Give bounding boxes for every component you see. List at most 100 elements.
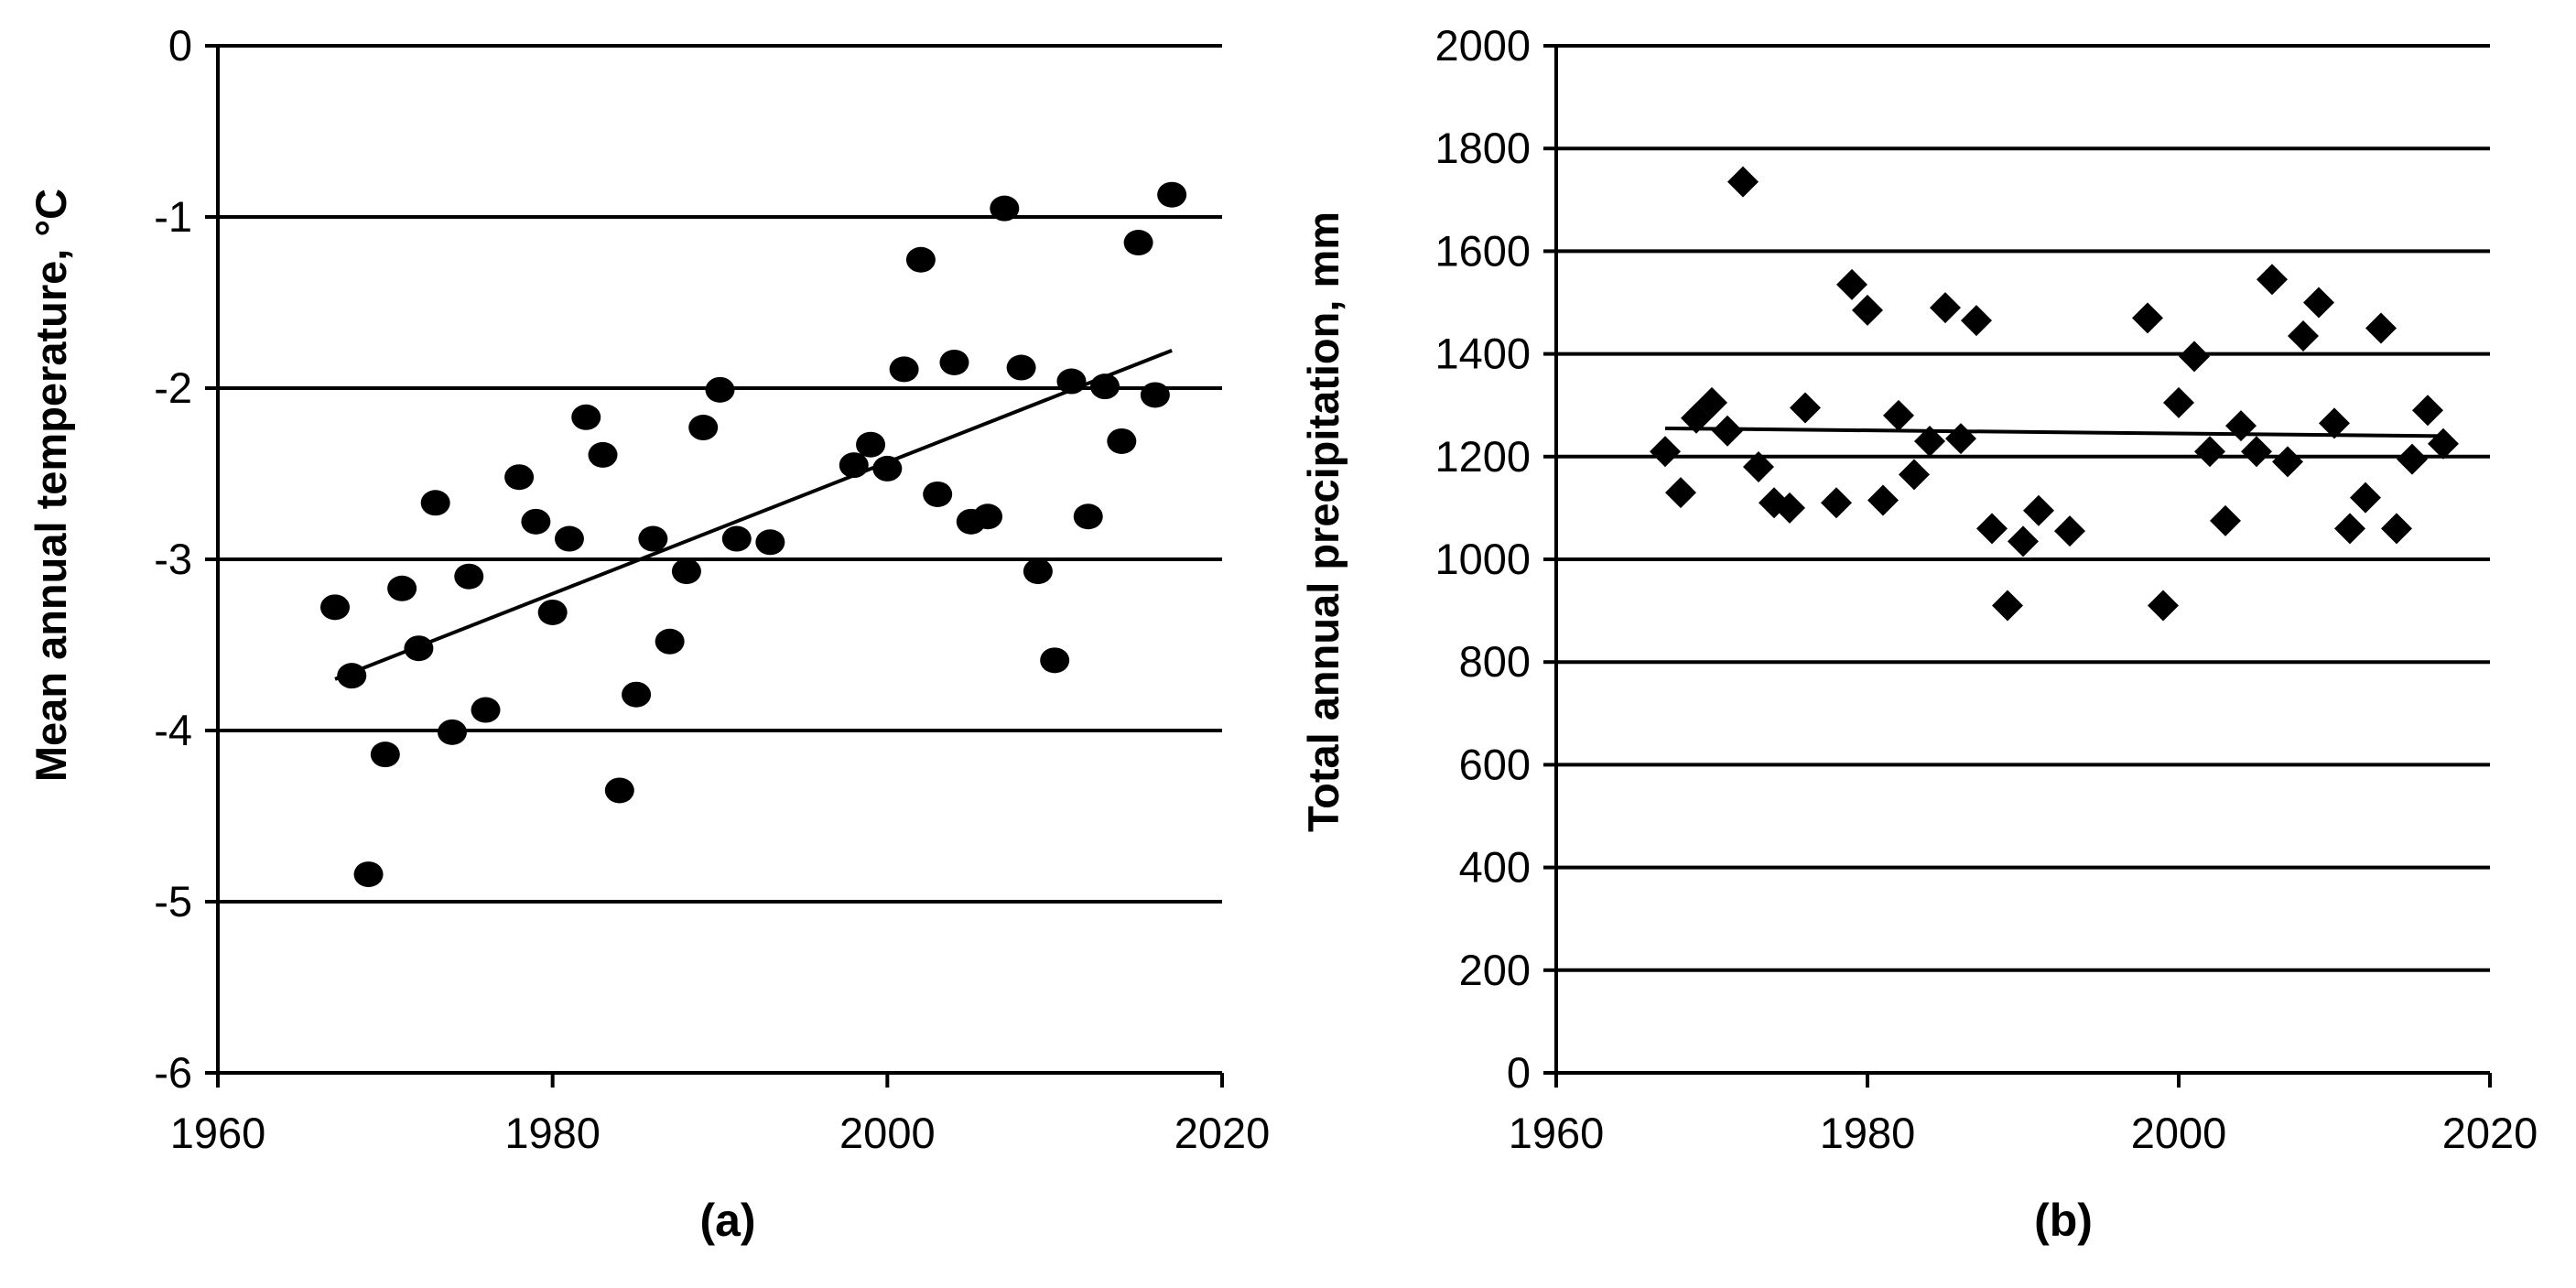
temperature-panel: 0 -1 -2 -3 -4 -5 -6 1960 1980 2000 2020 Mean annu… xyxy=(27,21,1270,1246)
temperature-y-tick-label: -1 xyxy=(154,192,192,241)
temperature-y-ticks: 0 -1 -2 -3 -4 -5 -6 xyxy=(154,21,192,1097)
precipitation-point xyxy=(1992,590,2023,622)
precipitation-point xyxy=(1945,423,1976,455)
temperature-point xyxy=(1056,368,1087,395)
panel-label-a: (a) xyxy=(699,1195,755,1246)
temperature-point xyxy=(404,635,434,662)
precipitation-point xyxy=(1774,492,1805,524)
precipitation-point xyxy=(2054,515,2085,547)
temperature-point xyxy=(638,525,668,552)
precipitation-point xyxy=(1914,425,1945,457)
temperature-point xyxy=(604,777,634,804)
temperature-point xyxy=(471,697,501,723)
precipitation-y-tick-label: 1000 xyxy=(1434,535,1531,583)
precipitation-y-tick-label: 600 xyxy=(1459,740,1531,788)
temperature-point xyxy=(1157,181,1187,208)
temperature-point xyxy=(923,481,953,507)
precipitation-y-tick-label: 800 xyxy=(1459,637,1531,686)
precipitation-trendline-group xyxy=(1664,426,2444,438)
temperature-point xyxy=(905,246,936,273)
temperature-point xyxy=(1123,230,1153,256)
precipitation-point xyxy=(2288,319,2319,352)
precipitation-y-tick-label: 1600 xyxy=(1434,226,1531,275)
precipitation-y-tick-label: 400 xyxy=(1459,843,1531,892)
precipitation-point xyxy=(1852,294,1883,326)
temperature-point xyxy=(655,628,685,655)
temperature-point xyxy=(671,558,701,585)
temperature-x-tick-label: 1960 xyxy=(170,1109,266,1157)
precipitation-point xyxy=(2272,446,2303,478)
precipitation-y-tick-label: 2000 xyxy=(1434,21,1531,70)
temperature-point xyxy=(622,681,652,708)
precipitation-point xyxy=(1836,268,1867,300)
precipitation-point xyxy=(2225,410,2257,442)
precipitation-y-tick-label: 1400 xyxy=(1434,330,1531,378)
temperature-point xyxy=(721,525,752,552)
precipitation-point xyxy=(2210,504,2241,536)
precipitation-x-tick-label: 1980 xyxy=(1820,1109,1916,1157)
precipitation-point xyxy=(1727,166,1759,198)
precipitation-point xyxy=(1743,451,1774,483)
precipitation-point xyxy=(1899,459,1930,491)
temperature-x-tick-label: 2000 xyxy=(839,1109,936,1157)
temperature-point xyxy=(353,861,384,888)
precipitation-point xyxy=(1821,487,1852,519)
precipitation-y-tick-label: 1800 xyxy=(1434,124,1531,172)
precipitation-point xyxy=(2148,590,2179,622)
temperature-gridlines xyxy=(218,44,1222,904)
precipitation-y-tick-label: 0 xyxy=(1507,1048,1531,1097)
temperature-point xyxy=(537,599,568,625)
precipitation-point xyxy=(1790,392,1821,424)
precipitation-point xyxy=(2132,302,2163,334)
temperature-point xyxy=(504,464,535,491)
temperature-point xyxy=(554,525,584,552)
temperature-point xyxy=(319,594,350,621)
temperature-point xyxy=(705,376,735,403)
temperature-point xyxy=(688,415,719,441)
temperature-point xyxy=(571,404,601,430)
precipitation-point xyxy=(2241,436,2272,468)
precipitation-point xyxy=(2023,494,2054,526)
precipitation-point xyxy=(1650,436,1681,468)
temperature-point xyxy=(420,490,450,516)
temperature-point xyxy=(1073,503,1103,530)
temperature-point xyxy=(454,563,484,590)
temperature-point xyxy=(1006,354,1036,381)
precipitation-x-tick-label: 1960 xyxy=(1509,1109,1605,1157)
temperature-point xyxy=(973,503,1003,530)
temperature-point xyxy=(1023,558,1053,585)
precipitation-point xyxy=(2319,407,2350,439)
temperature-point xyxy=(1140,382,1170,408)
precipitation-axes xyxy=(1543,44,2492,1088)
temperature-point xyxy=(1107,428,1137,454)
temperature-points xyxy=(319,181,1187,888)
precipitation-x-tick-label: 2000 xyxy=(2131,1109,2227,1157)
temperature-y-tick-label: -3 xyxy=(154,535,192,583)
temperature-y-tick-label: -6 xyxy=(154,1048,192,1097)
precipitation-point xyxy=(2412,395,2443,427)
temperature-point xyxy=(755,529,785,556)
temperature-point xyxy=(387,575,417,601)
precipitation-point xyxy=(2194,436,2225,468)
temperature-axes xyxy=(205,44,1224,1088)
precipitation-point xyxy=(1883,399,1914,431)
precipitation-point xyxy=(2397,443,2428,475)
temperature-y-tick-label: -4 xyxy=(154,706,192,754)
precipitation-point xyxy=(2179,341,2210,373)
temperature-point xyxy=(1040,647,1070,674)
temperature-point xyxy=(588,441,618,468)
panel-label-b: (b) xyxy=(2034,1195,2093,1246)
temperature-y-tick-label: -2 xyxy=(154,363,192,412)
precipitation-point xyxy=(1665,477,1696,509)
precipitation-point xyxy=(2350,482,2381,514)
precipitation-x-tick-label: 2020 xyxy=(2442,1109,2538,1157)
precipitation-point xyxy=(2365,312,2397,344)
precipitation-point xyxy=(1696,386,1727,418)
precipitation-y-tick-label: 200 xyxy=(1459,946,1531,994)
temperature-point xyxy=(337,663,367,689)
temperature-point xyxy=(437,719,467,745)
temperature-point xyxy=(990,195,1020,222)
